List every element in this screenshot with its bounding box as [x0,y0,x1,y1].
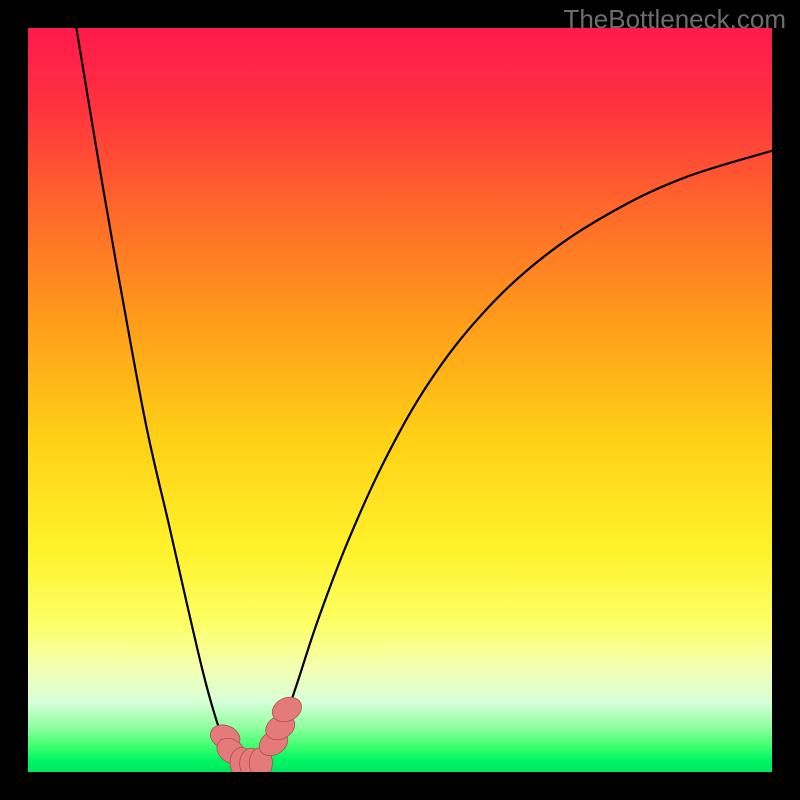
chart-svg [28,28,772,772]
gradient-background [28,28,772,772]
chart-frame: TheBottleneck.com [0,0,800,800]
plot-area [28,28,772,772]
